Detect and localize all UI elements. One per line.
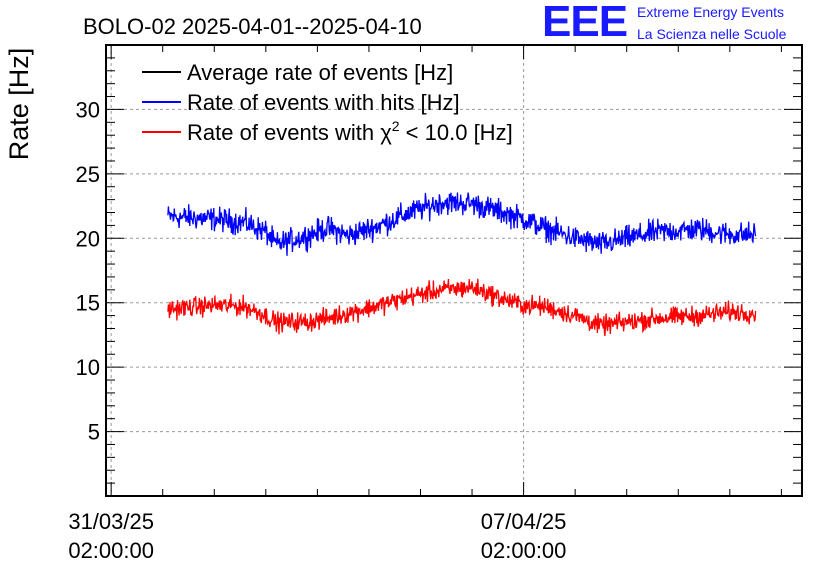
legend-label: Rate of events with hits [Hz] [187,90,460,115]
series-line [167,278,757,337]
y-tick-label: 30 [76,97,100,122]
series-chi2 [167,278,757,337]
series-layer [167,192,757,337]
x-tick-label-date: 31/03/25 [68,509,154,534]
x-tick-label-date: 07/04/25 [481,509,567,534]
y-tick-label: 20 [76,226,100,251]
grid-lines [106,45,802,496]
y-tick-label: 10 [76,355,100,380]
series-hits [167,192,757,256]
plot-frame [105,44,803,497]
y-axis-label: Rate [Hz] [4,48,34,161]
axis-ticks [106,45,802,496]
logo-title: Extreme Energy Events [637,4,785,20]
logo-subtitle: La Scienza nelle Scuole [637,26,787,42]
series-line [167,192,757,256]
chart-title: BOLO-02 2025-04-01--2025-04-10 [83,14,422,39]
y-tick-label: 25 [76,162,100,187]
axis-tick-labels: 5 10 15 20 25 30 31/03/25 02:00:00 07/04/25 02:00… [68,97,566,563]
x-tick-label-time: 02:00:00 [481,538,567,563]
legend-label: Rate of events with χ2 < 10.0 [Hz] [187,118,513,145]
y-tick-label: 5 [88,420,100,445]
legend-label: Average rate of events [Hz] [187,60,453,85]
legend: Average rate of events [Hz] Rate of event… [142,60,513,145]
y-tick-label: 15 [76,291,100,316]
x-tick-label-time: 02:00:00 [68,538,154,563]
eee-logo: EEE [542,0,628,46]
